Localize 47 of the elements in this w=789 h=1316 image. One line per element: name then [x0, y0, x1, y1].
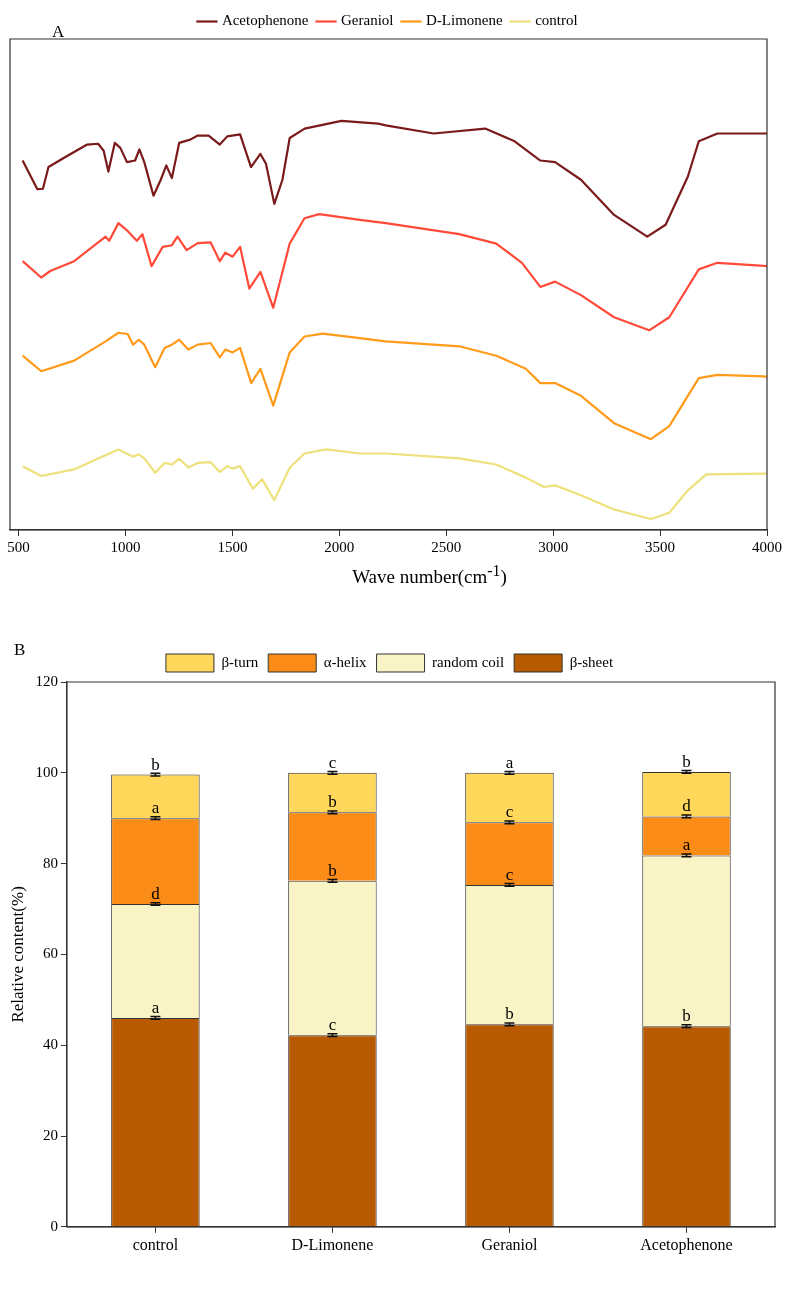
y-tick-label: 80: [42, 854, 58, 871]
y-tick-label: 20: [42, 1127, 58, 1144]
annotation: b: [505, 1004, 514, 1024]
annotation: c: [505, 865, 514, 885]
annotation: b: [682, 752, 691, 772]
annotation: a: [682, 835, 691, 855]
legend-label: β-turn: [221, 654, 259, 671]
legend-label: control: [535, 12, 578, 29]
y-tick-label: 100: [35, 764, 58, 781]
legend-label: α-helix: [323, 654, 368, 671]
x-tick-label: 1500: [217, 538, 248, 555]
annotation: c: [328, 1015, 337, 1035]
text: A: [52, 22, 65, 42]
annotation: b: [328, 792, 337, 812]
y-tick-label: 60: [42, 945, 58, 962]
x-tick-label: 1000: [110, 538, 141, 555]
x-tick-label: 2500: [431, 538, 462, 555]
x-tick-label: 500: [7, 538, 30, 555]
legend-label: Acetophenone: [221, 12, 309, 29]
text: B: [14, 640, 26, 661]
legend-label: Geraniol: [341, 12, 394, 29]
annotation: b: [328, 861, 337, 881]
annotation: a: [151, 798, 160, 818]
y-tick-label: 120: [35, 673, 58, 690]
annotation: a: [151, 998, 160, 1018]
annotation: c: [505, 802, 514, 822]
y-tick-label: 0: [50, 1218, 58, 1235]
annotation: a: [505, 753, 514, 773]
x-tick-label: 2000: [324, 538, 355, 555]
x-tick-label: D-Limonene: [291, 1235, 374, 1253]
x-tick-label: Geraniol: [481, 1235, 538, 1253]
annotation: b: [151, 754, 160, 774]
y-axis-title: Relative content(%): [7, 886, 27, 1023]
y-tick-label: 40: [42, 1036, 58, 1053]
annotation: d: [151, 884, 161, 904]
legend-label: random coil: [432, 654, 505, 671]
x-tick-label: control: [132, 1235, 179, 1253]
x-tick-label: 3500: [645, 538, 676, 555]
x-tick-label: 3000: [538, 538, 569, 555]
annotation: d: [682, 796, 692, 816]
annotation: c: [328, 753, 337, 773]
x-axis-title: Wave number(cm$^{-1}$): [351, 562, 508, 589]
annotation: b: [682, 1006, 691, 1026]
legend-label: β-sheet: [569, 654, 614, 671]
legend-label: D-Limonene: [425, 12, 503, 29]
x-tick-label: Acetophenone: [640, 1235, 733, 1254]
x-tick-label: 4000: [752, 538, 782, 555]
